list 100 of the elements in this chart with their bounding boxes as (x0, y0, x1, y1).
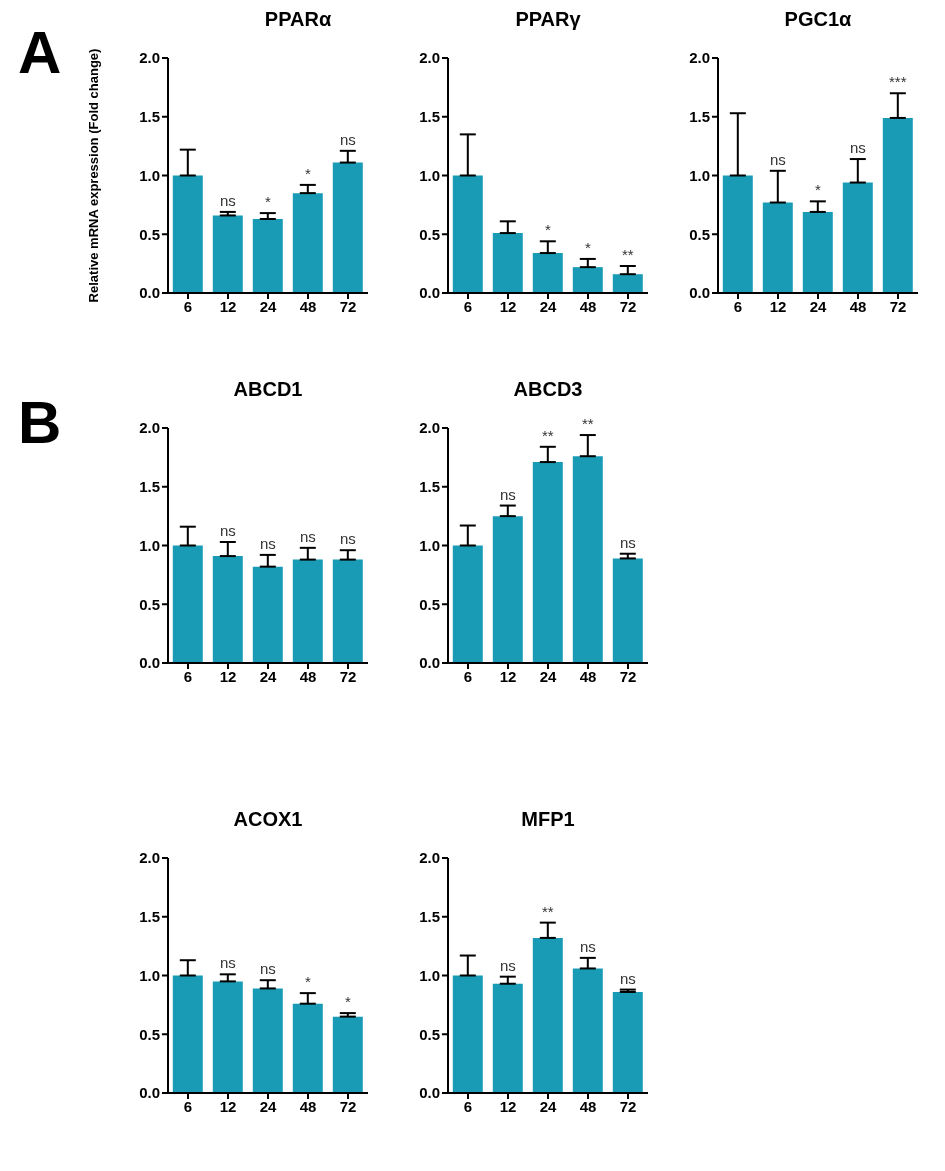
data-label: ns (579, 937, 596, 955)
bar (292, 1003, 323, 1093)
y-tick-label: 1.0 (139, 536, 160, 554)
y-axis-title: Relative mRNA expression (Fold change) (85, 48, 101, 303)
data-label: ** (541, 902, 554, 920)
bar (492, 233, 523, 293)
x-tick-label: 72 (339, 667, 357, 685)
bar (212, 215, 243, 293)
x-tick-label: 12 (499, 667, 517, 685)
y-tick-label: 0.0 (419, 654, 440, 672)
data-label: *** (889, 73, 907, 91)
data-label: ns (219, 191, 236, 209)
x-tick-label: 48 (579, 667, 597, 685)
bar (532, 253, 563, 293)
bar (332, 1016, 363, 1093)
bar (612, 991, 643, 1093)
y-tick-label: 2.0 (139, 49, 160, 67)
y-tick-label: 1.5 (419, 478, 440, 496)
x-tick-label: 12 (219, 297, 237, 315)
x-tick-label: 24 (259, 667, 277, 685)
y-tick-label: 2.0 (139, 419, 160, 437)
bar (572, 267, 603, 293)
y-tick-label: 0.0 (419, 1084, 440, 1102)
y-tick-label: 1.5 (139, 108, 160, 126)
data-label: ns (219, 521, 236, 539)
y-tick-label: 0.0 (139, 1084, 160, 1102)
text: B (18, 388, 62, 457)
y-tick-label: 1.0 (419, 966, 440, 984)
data-label: * (544, 221, 551, 239)
y-tick-label: 0.5 (419, 595, 440, 613)
y-tick-label: 2.0 (139, 849, 160, 867)
data-label: ns (619, 969, 636, 987)
chart-title: ABCD3 (512, 378, 584, 402)
chart-title: ACOX1 (232, 808, 304, 832)
text: A (18, 18, 62, 87)
y-tick-label: 0.0 (689, 284, 710, 302)
x-tick-label: 48 (299, 667, 317, 685)
x-tick-label: 24 (259, 1097, 277, 1115)
data-label: ns (299, 527, 316, 545)
x-tick-label: 48 (299, 297, 317, 315)
chart-title: PPARα (263, 8, 333, 32)
y-tick-label: 1.0 (419, 536, 440, 554)
data-label: * (304, 164, 311, 182)
data-label: ns (259, 534, 276, 552)
y-tick-label: 0.5 (139, 1025, 160, 1043)
x-tick-label: 6 (733, 297, 743, 315)
bar (842, 182, 873, 293)
y-tick-label: 1.5 (139, 478, 160, 496)
y-tick-label: 1.5 (419, 108, 440, 126)
data-label: * (344, 993, 351, 1011)
y-tick-label: 2.0 (419, 49, 440, 67)
x-tick-label: 12 (769, 297, 787, 315)
data-label: ns (339, 530, 356, 548)
y-tick-label: 0.5 (419, 1025, 440, 1043)
y-tick-label: 1.0 (139, 166, 160, 184)
bar (532, 462, 563, 663)
bar (172, 545, 203, 663)
x-tick-label: 72 (619, 1097, 637, 1115)
x-tick-label: 48 (579, 1097, 597, 1115)
x-tick-label: 48 (579, 297, 597, 315)
x-tick-label: 24 (539, 667, 557, 685)
data-label: ns (619, 533, 636, 551)
bar (332, 162, 363, 293)
data-label: ns (339, 130, 356, 148)
x-tick-label: 72 (619, 667, 637, 685)
x-tick-label: 12 (499, 1097, 517, 1115)
data-label: ns (769, 150, 786, 168)
bar (452, 545, 483, 663)
data-label: ** (621, 245, 634, 263)
y-tick-label: 1.5 (689, 108, 710, 126)
bar (722, 175, 753, 293)
y-tick-label: 2.0 (419, 419, 440, 437)
data-label: * (304, 973, 311, 991)
x-tick-label: 72 (339, 1097, 357, 1115)
bar (572, 968, 603, 1093)
bar (332, 559, 363, 663)
y-tick-label: 1.5 (139, 908, 160, 926)
x-tick-label: 12 (219, 667, 237, 685)
bar (292, 559, 323, 663)
bar (172, 975, 203, 1093)
x-tick-label: 72 (889, 297, 907, 315)
x-tick-label: 6 (183, 1097, 193, 1115)
x-tick-label: 12 (499, 297, 517, 315)
data-label: ns (259, 960, 276, 978)
x-tick-label: 48 (299, 1097, 317, 1115)
data-label: * (814, 181, 821, 199)
bar (252, 566, 283, 663)
bar (212, 556, 243, 663)
y-tick-label: 0.5 (419, 225, 440, 243)
x-tick-label: 6 (463, 297, 473, 315)
x-tick-label: 6 (183, 297, 193, 315)
bar (172, 175, 203, 293)
bar (612, 274, 643, 293)
x-tick-label: 6 (463, 1097, 473, 1115)
data-label: ** (581, 415, 594, 433)
bar (492, 516, 523, 663)
y-tick-label: 1.0 (139, 966, 160, 984)
bar (292, 193, 323, 293)
y-tick-label: 2.0 (689, 49, 710, 67)
bar (252, 218, 283, 293)
